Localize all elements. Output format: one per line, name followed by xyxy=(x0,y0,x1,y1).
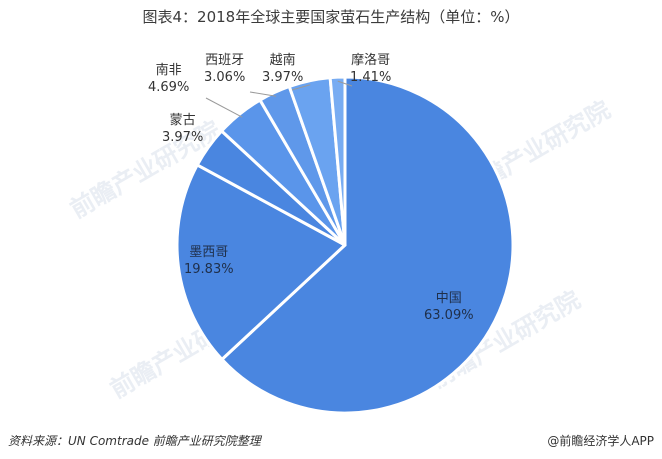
slice-name: 墨西哥 xyxy=(189,245,229,260)
slice-value: 63.09% xyxy=(424,308,474,323)
leader-line-spain xyxy=(249,91,277,97)
brand-credit: @前瞻经济学人APP xyxy=(547,434,654,448)
pie-slice-china xyxy=(220,75,515,415)
slice-name: 越南 xyxy=(269,53,296,68)
slice-name: 摩洛哥 xyxy=(351,53,391,68)
slice-label-spain: 西班牙 3.06% xyxy=(204,52,245,86)
slice-value: 1.41% xyxy=(350,70,392,85)
source-note: 资料来源：UN Comtrade 前瞻产业研究院整理 xyxy=(8,434,261,448)
leader-line-morocco xyxy=(337,80,353,87)
slice-label-china: 中国 63.09% xyxy=(424,290,474,324)
pie-slice-mexico xyxy=(175,163,347,361)
slice-label-south-africa: 南非 4.69% xyxy=(148,62,189,96)
pie-slice-morocco xyxy=(328,75,347,247)
slice-value: 3.97% xyxy=(162,130,204,145)
slice-label-morocco: 摩洛哥 1.41% xyxy=(350,52,391,86)
slice-name: 西班牙 xyxy=(205,53,245,68)
chart-title: 图表4：2018年全球主要国家萤石生产结构（单位：%） xyxy=(142,8,520,26)
slice-value: 19.83% xyxy=(184,262,234,277)
slice-label-vietnam: 越南 3.97% xyxy=(262,52,303,86)
slice-name: 中国 xyxy=(435,291,462,306)
slice-value: 3.97% xyxy=(262,70,304,85)
slice-value: 4.69% xyxy=(148,80,190,95)
slice-label-mexico: 墨西哥 19.83% xyxy=(184,244,234,278)
slice-value: 3.06% xyxy=(204,70,246,85)
slice-label-mongolia: 蒙古 3.97% xyxy=(162,112,203,146)
leader-line-south-africa xyxy=(205,97,243,118)
slice-name: 蒙古 xyxy=(169,113,196,128)
slice-name: 南非 xyxy=(155,63,182,78)
leader-line-vietnam xyxy=(291,84,311,91)
